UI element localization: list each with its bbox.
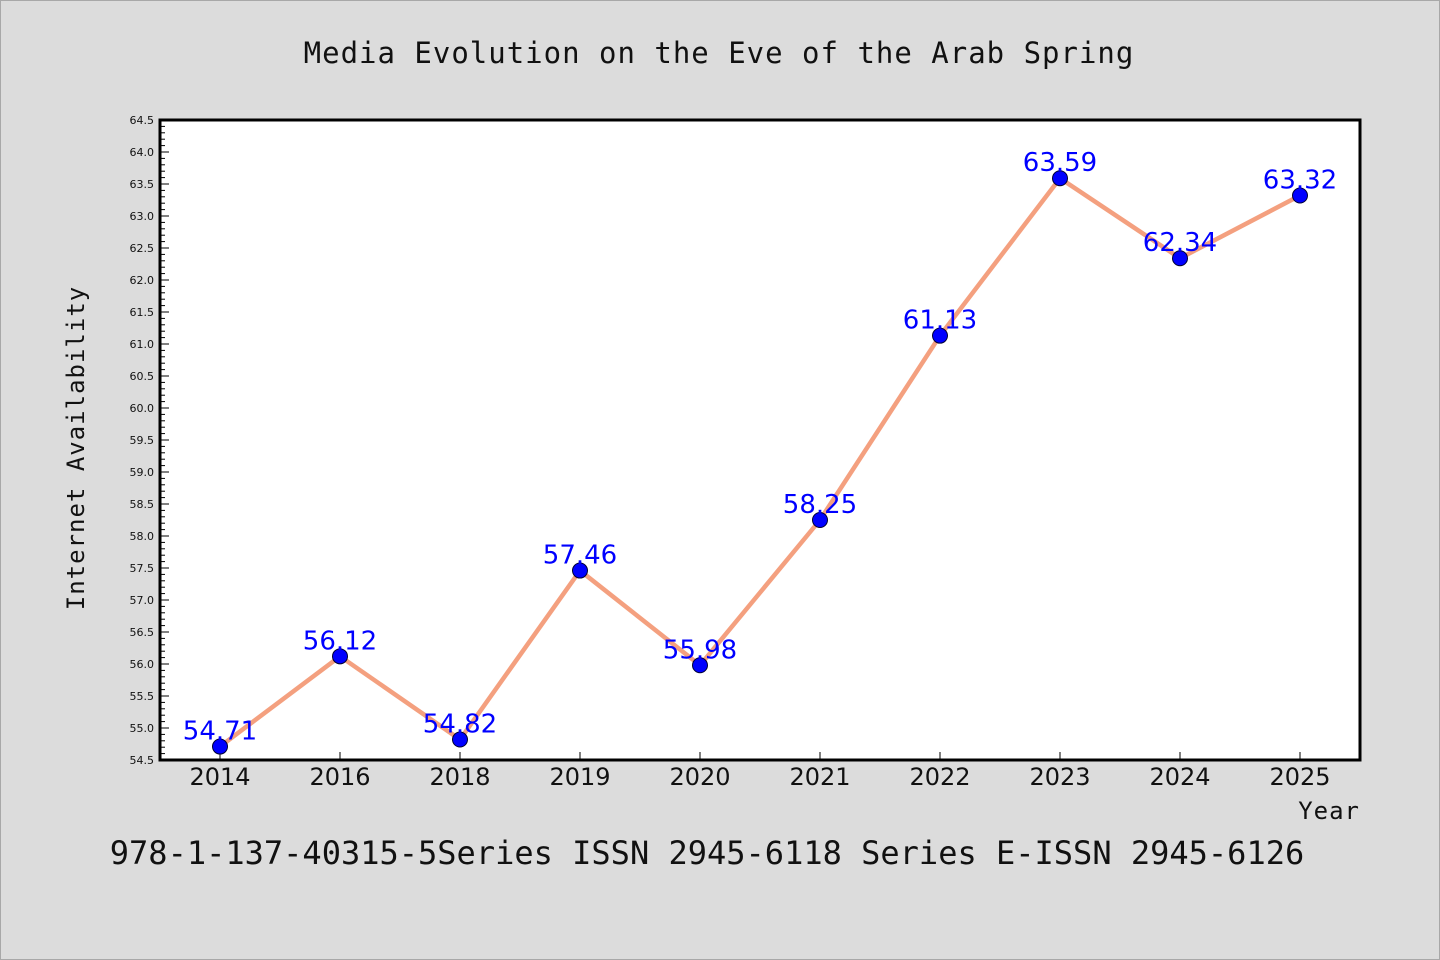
data-point: [212, 738, 228, 755]
y-tick-label: 55.0: [130, 722, 155, 735]
footnote: 978-1-137-40315-5Series ISSN 2945-6118 S…: [110, 834, 1304, 872]
x-tick-label: 2022: [909, 763, 970, 791]
chart-title: Media Evolution on the Eve of the Arab S…: [304, 36, 1135, 70]
data-label: 56.12: [303, 626, 377, 656]
x-tick-label: 2018: [429, 763, 490, 791]
data-label: 57.46: [543, 541, 617, 571]
series-layer: 54.71 56.12 54.82 57.46 55.98 58.25 61.13 63.59…: [183, 148, 1337, 755]
x-tick-label: 2023: [1029, 763, 1090, 791]
data-point: [452, 731, 468, 748]
data-point: [932, 327, 948, 344]
y-tick-label: 58.5: [130, 498, 155, 511]
x-axis-label: Year: [1298, 797, 1360, 825]
y-tick-label: 59.0: [130, 466, 155, 479]
data-point: [332, 648, 348, 665]
y-tick-label: 62.0: [130, 274, 155, 287]
y-tick-label: 61.5: [130, 306, 155, 319]
data-label: 63.32: [1263, 166, 1337, 196]
data-label: 63.59: [1023, 148, 1097, 178]
y-axis: 54.5 55.0 55.5 56.0 56.5 57.0 57.5 58.0 58.5 59.0…: [130, 114, 169, 767]
data-label: 54.71: [183, 717, 257, 747]
y-tick-label: 62.5: [130, 242, 155, 255]
data-label: 58.25: [783, 490, 857, 520]
x-tick-label: 2014: [189, 763, 250, 791]
x-tick-label: 2024: [1149, 763, 1210, 791]
y-tick-label: 56.0: [130, 658, 155, 671]
y-tick-label: 61.0: [130, 338, 155, 351]
x-tick-label: 2025: [1269, 763, 1330, 791]
data-label: 61.13: [903, 306, 977, 336]
series-line: [217, 175, 1303, 749]
data-label: 54.82: [423, 710, 497, 740]
y-tick-label: 60.0: [130, 402, 155, 415]
y-tick-label: 63.0: [130, 210, 155, 223]
y-tick-label: 58.0: [130, 530, 155, 543]
data-point: [572, 562, 588, 579]
y-tick-label: 64.5: [130, 114, 155, 127]
data-point: [812, 512, 828, 528]
y-tick-label: 57.0: [130, 594, 155, 607]
x-tick-label: 2021: [789, 763, 850, 791]
data-point: [1052, 170, 1068, 187]
y-tick-label: 55.5: [130, 690, 155, 703]
y-tick-label: 56.5: [130, 626, 155, 639]
y-tick-label: 57.5: [130, 562, 155, 575]
y-tick-label: 64.0: [130, 146, 155, 159]
y-tick-label: 63.5: [130, 178, 155, 191]
x-tick-label: 2020: [669, 763, 730, 791]
x-axis: 2014 2016 2018 2019 2020 2021 2022 2023 2024 2025: [189, 752, 1331, 791]
y-tick-label: 60.5: [130, 370, 155, 383]
data-point: [1172, 250, 1188, 267]
data-label: 55.98: [663, 635, 737, 665]
data-label: 62.34: [1143, 228, 1217, 258]
y-tick-label: 54.5: [130, 754, 155, 767]
data-point: [692, 657, 708, 674]
x-tick-label: 2016: [309, 763, 370, 791]
plot-area: [158, 118, 1362, 762]
y-tick-label: 59.5: [130, 434, 155, 447]
y-axis-label: Internet Availability: [62, 286, 90, 610]
data-point: [1292, 187, 1308, 204]
x-tick-label: 2019: [549, 763, 610, 791]
